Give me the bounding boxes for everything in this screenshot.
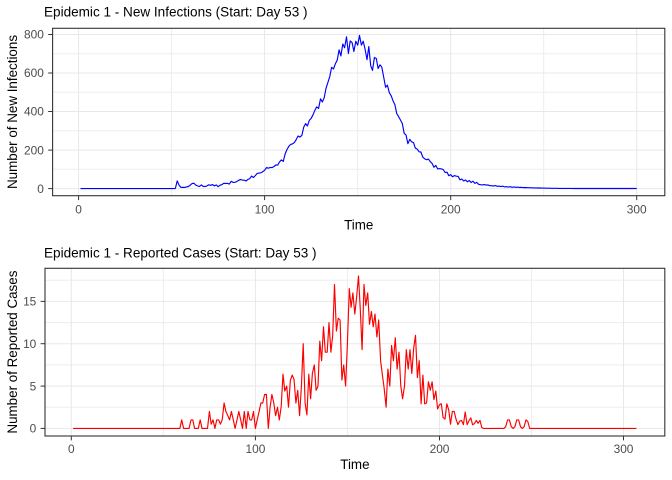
- svg-text:0: 0: [75, 203, 82, 217]
- svg-text:Epidemic 1 - New Infections (S: Epidemic 1 - New Infections (Start: Day …: [44, 4, 308, 19]
- svg-text:400: 400: [24, 105, 44, 119]
- svg-text:Number of New Infections: Number of New Infections: [5, 35, 20, 189]
- svg-text:0: 0: [30, 422, 37, 436]
- svg-text:5: 5: [30, 379, 37, 393]
- svg-text:600: 600: [24, 66, 44, 80]
- svg-text:0: 0: [68, 442, 75, 456]
- svg-text:200: 200: [441, 203, 461, 217]
- svg-text:Time: Time: [344, 217, 373, 232]
- svg-text:100: 100: [245, 442, 265, 456]
- svg-text:300: 300: [614, 442, 634, 456]
- svg-text:Time: Time: [340, 457, 369, 472]
- svg-text:200: 200: [24, 143, 44, 157]
- svg-text:15: 15: [23, 295, 37, 309]
- svg-text:Epidemic 1 - Reported Cases (S: Epidemic 1 - Reported Cases (Start: Day …: [44, 246, 317, 261]
- svg-text:300: 300: [627, 203, 647, 217]
- svg-text:800: 800: [24, 28, 44, 42]
- svg-text:Number of Reported Cases: Number of Reported Cases: [5, 270, 20, 433]
- svg-text:200: 200: [430, 442, 450, 456]
- svg-text:10: 10: [23, 337, 37, 351]
- svg-text:100: 100: [255, 203, 275, 217]
- svg-text:0: 0: [37, 182, 44, 196]
